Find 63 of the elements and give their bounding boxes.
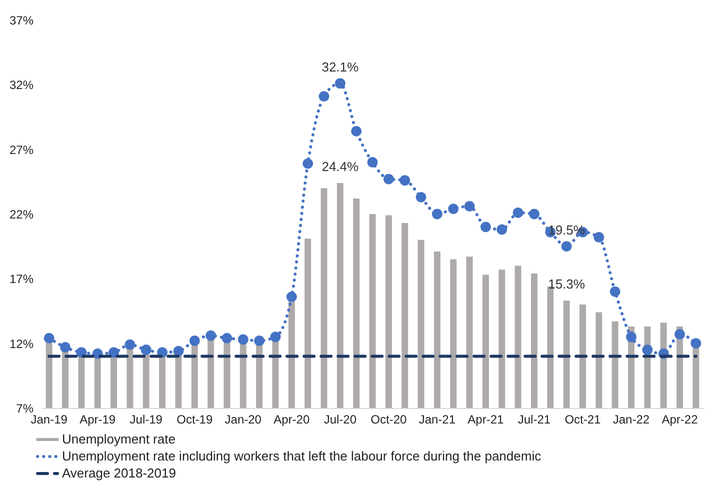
point <box>367 157 378 168</box>
point <box>674 329 685 340</box>
y-tick-label: 37% <box>9 14 34 28</box>
point <box>60 342 70 352</box>
data-label: 32.1% <box>322 59 360 74</box>
data-label: 24.4% <box>322 158 360 174</box>
point <box>318 91 330 102</box>
point <box>512 207 524 218</box>
x-tick-label: Jan-21 <box>418 412 456 426</box>
point <box>108 347 120 358</box>
x-tick-label: Jan-22 <box>612 412 650 426</box>
point <box>400 175 410 186</box>
point <box>480 222 491 232</box>
point <box>173 346 184 356</box>
x-tick-label: Oct-20 <box>370 412 407 426</box>
point <box>222 332 232 344</box>
x-tick-label: Oct-21 <box>564 412 602 426</box>
x-tick-label: Oct-19 <box>176 412 213 426</box>
y-tick-label: 17% <box>9 272 34 286</box>
point <box>140 344 152 356</box>
point <box>383 174 394 184</box>
point <box>432 208 442 220</box>
legend-label: Average 2018-2019 <box>62 466 176 480</box>
point <box>464 201 475 212</box>
point <box>448 204 459 214</box>
y-tick-label: 22% <box>9 208 34 222</box>
x-tick-label: Jan-20 <box>224 412 262 426</box>
y-tick-label: 27% <box>9 142 34 157</box>
point <box>302 158 314 169</box>
y-tick-label: 7% <box>16 402 34 416</box>
point <box>351 126 362 136</box>
point <box>76 347 87 358</box>
point <box>206 330 216 341</box>
point <box>416 192 426 202</box>
y-tick-label: 32% <box>9 78 34 92</box>
point <box>528 208 540 220</box>
legend-label: Unemployment rate <box>62 432 176 446</box>
point <box>124 339 136 350</box>
x-tick-label: Apr-20 <box>274 412 310 426</box>
x-tick-label: Jan-19 <box>30 412 68 426</box>
legend-label: Unemployment rate including workers that left the labour force during the pandemic <box>62 448 542 464</box>
point <box>690 338 702 349</box>
y-tick-label: 12% <box>9 336 34 351</box>
point <box>254 336 265 346</box>
x-tick-label: Jul-20 <box>324 412 357 426</box>
point <box>610 286 620 297</box>
point <box>286 292 297 302</box>
x-tick-label: Apr-19 <box>80 412 116 426</box>
point <box>189 336 200 346</box>
point <box>594 232 604 243</box>
point <box>561 241 572 252</box>
x-tick-label: Apr-21 <box>468 412 504 426</box>
x-tick-label: Apr-22 <box>662 412 698 426</box>
point <box>270 332 281 342</box>
point <box>642 344 653 356</box>
point <box>44 332 54 344</box>
point <box>334 78 346 89</box>
point <box>626 332 636 342</box>
point <box>496 224 508 235</box>
data-label: 15.3% <box>548 276 586 292</box>
x-tick-label: Jul-19 <box>130 412 163 426</box>
point <box>238 334 248 345</box>
x-tick-label: Jul-21 <box>518 412 551 426</box>
